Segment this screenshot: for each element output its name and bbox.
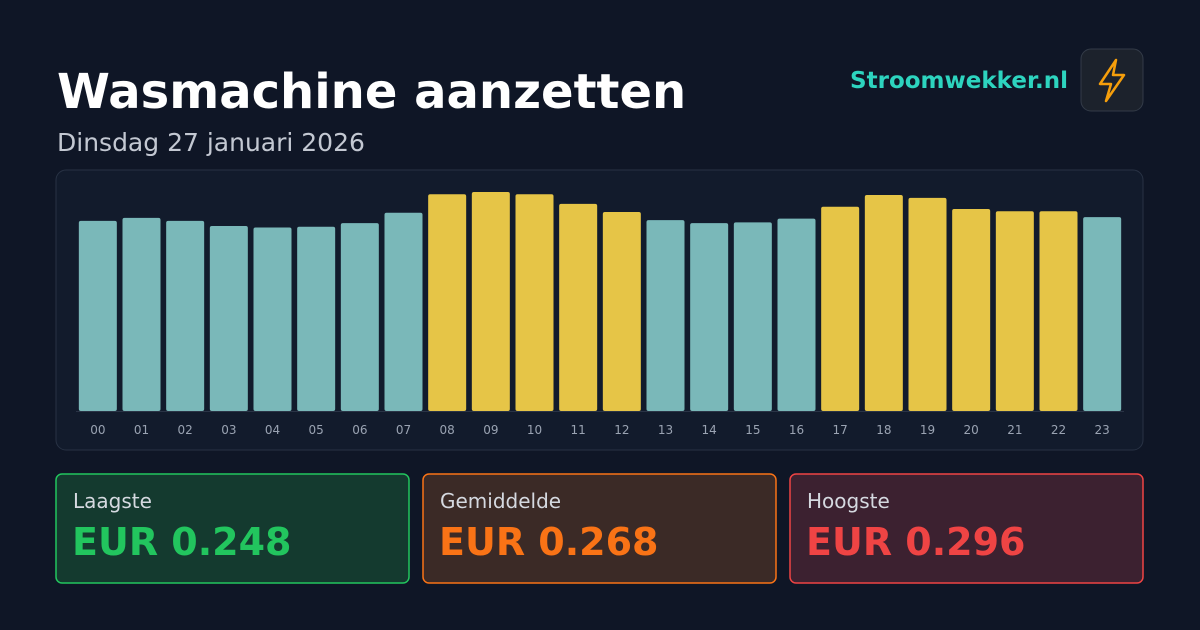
x-tick-label: 17 — [833, 423, 848, 437]
x-tick-label: 04 — [265, 423, 280, 437]
x-tick-label: 09 — [483, 423, 498, 437]
x-tick-label: 06 — [352, 423, 367, 437]
bar — [733, 222, 772, 411]
x-tick-label: 07 — [396, 423, 411, 437]
bar — [1083, 217, 1122, 411]
bar — [384, 212, 423, 411]
logo-box — [1080, 48, 1144, 112]
x-tick-label: 08 — [440, 423, 455, 437]
bar — [166, 220, 205, 411]
x-tick-label: 02 — [178, 423, 193, 437]
bar — [690, 223, 729, 411]
x-tick-label: 11 — [571, 423, 586, 437]
stat-value: EUR 0.268 — [439, 520, 659, 564]
bar — [297, 226, 336, 411]
bar — [471, 192, 510, 411]
bar — [559, 203, 598, 411]
stat-label: Hoogste — [807, 489, 890, 513]
x-tick-label: 20 — [964, 423, 979, 437]
x-tick-label: 12 — [614, 423, 629, 437]
bar — [995, 211, 1034, 411]
bar — [646, 220, 685, 411]
stat-value: EUR 0.248 — [72, 520, 292, 564]
bar — [821, 206, 860, 411]
bar — [952, 209, 991, 411]
bar — [428, 194, 467, 411]
x-tick-label: 14 — [702, 423, 717, 437]
brand: Stroomwekker.nl — [850, 68, 1068, 94]
x-tick-label: 01 — [134, 423, 149, 437]
x-tick-label: 10 — [527, 423, 542, 437]
x-tick-label: 23 — [1095, 423, 1110, 437]
bar — [1039, 211, 1078, 411]
x-tick-label: 18 — [876, 423, 891, 437]
logo-bolt — [1098, 58, 1126, 103]
bar — [515, 194, 554, 411]
x-tick-label: 21 — [1007, 423, 1022, 437]
bar — [122, 217, 161, 411]
x-tick-label: 00 — [90, 423, 105, 437]
stat-value: EUR 0.296 — [806, 520, 1026, 564]
subtitle: Dinsdag 27 januari 2026 — [57, 128, 365, 157]
title: Wasmachine aanzetten — [57, 64, 686, 120]
x-tick-label: 15 — [745, 423, 760, 437]
bar — [864, 194, 903, 411]
bar — [78, 220, 117, 411]
stat-card — [55, 473, 410, 584]
bar — [777, 218, 816, 411]
bar — [209, 226, 248, 411]
x-tick-label: 19 — [920, 423, 935, 437]
x-tick-label: 13 — [658, 423, 673, 437]
x-tick-label: 22 — [1051, 423, 1066, 437]
x-tick-label: 03 — [221, 423, 236, 437]
bar — [340, 223, 379, 411]
bar — [253, 227, 292, 411]
x-tick-label: 16 — [789, 423, 804, 437]
bar — [908, 197, 947, 411]
bar — [602, 211, 641, 411]
stat-card — [422, 473, 777, 584]
stat-label: Gemiddelde — [440, 489, 561, 513]
stat-card — [789, 473, 1144, 584]
stat-label: Laagste — [73, 489, 152, 513]
x-tick-label: 05 — [309, 423, 324, 437]
